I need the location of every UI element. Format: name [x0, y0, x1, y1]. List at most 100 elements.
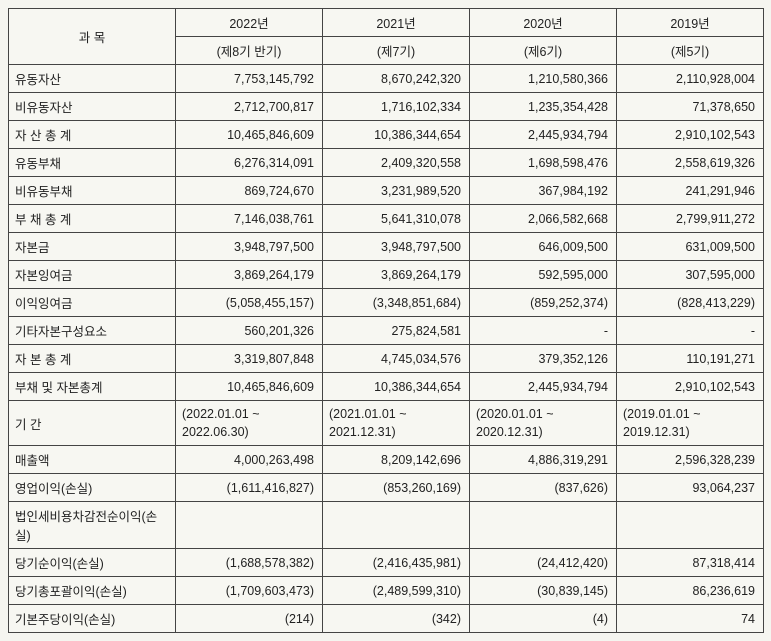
- table-row: 당기총포괄이익(손실)(1,709,603,473)(2,489,599,310…: [9, 577, 764, 605]
- row-label: 당기총포괄이익(손실): [9, 577, 176, 605]
- row-label: 매출액: [9, 446, 176, 474]
- period-cell: (2021.01.01 ~ 2021.12.31): [323, 401, 470, 446]
- value-cell: 6,276,314,091: [176, 149, 323, 177]
- value-cell: -: [470, 317, 617, 345]
- value-cell: 1,716,102,334: [323, 93, 470, 121]
- table-row: 법인세비용차감전순이익(손실): [9, 502, 764, 549]
- value-cell: 241,291,946: [617, 177, 764, 205]
- value-cell: 87,318,414: [617, 549, 764, 577]
- value-cell: 1,698,598,476: [470, 149, 617, 177]
- value-cell: 93,064,237: [617, 474, 764, 502]
- value-cell: [470, 502, 617, 549]
- value-cell: 2,445,934,794: [470, 373, 617, 401]
- value-cell: 2,110,928,004: [617, 65, 764, 93]
- period-cell: (2019.01.01 ~ 2019.12.31): [617, 401, 764, 446]
- table-row: 영업이익(손실)(1,611,416,827)(853,260,169)(837…: [9, 474, 764, 502]
- value-cell: 71,378,650: [617, 93, 764, 121]
- row-label: 당기순이익(손실): [9, 549, 176, 577]
- value-cell: (5,058,455,157): [176, 289, 323, 317]
- row-label: 기본주당이익(손실): [9, 605, 176, 633]
- value-cell: (24,412,420): [470, 549, 617, 577]
- table-row: 기타자본구성요소560,201,326275,824,581--: [9, 317, 764, 345]
- row-label: 부 채 총 계: [9, 205, 176, 233]
- table-row: 비유동자산2,712,700,8171,716,102,3341,235,354…: [9, 93, 764, 121]
- row-label: 비유동부채: [9, 177, 176, 205]
- value-cell: 10,465,846,609: [176, 121, 323, 149]
- value-cell: [176, 502, 323, 549]
- value-cell: 2,558,619,326: [617, 149, 764, 177]
- value-cell: (342): [323, 605, 470, 633]
- row-label: 유동부채: [9, 149, 176, 177]
- value-cell: 869,724,670: [176, 177, 323, 205]
- value-cell: 1,210,580,366: [470, 65, 617, 93]
- value-cell: 3,869,264,179: [323, 261, 470, 289]
- table-row: 부 채 총 계7,146,038,7615,641,310,0782,066,5…: [9, 205, 764, 233]
- header-rowlabel: 과 목: [9, 9, 176, 65]
- value-cell: [617, 502, 764, 549]
- table-row: 당기순이익(손실)(1,688,578,382)(2,416,435,981)(…: [9, 549, 764, 577]
- row-label: 법인세비용차감전순이익(손실): [9, 502, 176, 549]
- row-label: 부채 및 자본총계: [9, 373, 176, 401]
- value-cell: 8,209,142,696: [323, 446, 470, 474]
- table-row: 자본금3,948,797,5003,948,797,500646,009,500…: [9, 233, 764, 261]
- value-cell: 2,910,102,543: [617, 373, 764, 401]
- value-cell: 7,753,145,792: [176, 65, 323, 93]
- value-cell: (30,839,145): [470, 577, 617, 605]
- table-row: 이익잉여금(5,058,455,157)(3,348,851,684)(859,…: [9, 289, 764, 317]
- header-year-0: 2022년: [176, 9, 323, 37]
- value-cell: 2,712,700,817: [176, 93, 323, 121]
- value-cell: 10,465,846,609: [176, 373, 323, 401]
- value-cell: 2,910,102,543: [617, 121, 764, 149]
- row-label: 유동자산: [9, 65, 176, 93]
- value-cell: (1,709,603,473): [176, 577, 323, 605]
- row-label: 기 간: [9, 401, 176, 446]
- row-label: 자 본 총 계: [9, 345, 176, 373]
- header-period-2: (제6기): [470, 37, 617, 65]
- table-body: 유동자산7,753,145,7928,670,242,3201,210,580,…: [9, 65, 764, 633]
- header-year-3: 2019년: [617, 9, 764, 37]
- value-cell: 5,641,310,078: [323, 205, 470, 233]
- value-cell: 3,948,797,500: [323, 233, 470, 261]
- value-cell: 2,066,582,668: [470, 205, 617, 233]
- value-cell: (1,611,416,827): [176, 474, 323, 502]
- value-cell: (2,416,435,981): [323, 549, 470, 577]
- value-cell: 110,191,271: [617, 345, 764, 373]
- value-cell: 7,146,038,761: [176, 205, 323, 233]
- header-year-1: 2021년: [323, 9, 470, 37]
- row-label: 자 산 총 계: [9, 121, 176, 149]
- row-label: 이익잉여금: [9, 289, 176, 317]
- value-cell: 8,670,242,320: [323, 65, 470, 93]
- value-cell: 646,009,500: [470, 233, 617, 261]
- value-cell: (4): [470, 605, 617, 633]
- value-cell: 1,235,354,428: [470, 93, 617, 121]
- value-cell: 3,319,807,848: [176, 345, 323, 373]
- table-row: 자본잉여금3,869,264,1793,869,264,179592,595,0…: [9, 261, 764, 289]
- value-cell: 631,009,500: [617, 233, 764, 261]
- table-row: 기 간(2022.01.01 ~ 2022.06.30)(2021.01.01 …: [9, 401, 764, 446]
- period-cell: (2022.01.01 ~ 2022.06.30): [176, 401, 323, 446]
- value-cell: 307,595,000: [617, 261, 764, 289]
- table-row: 비유동부채869,724,6703,231,989,520367,984,192…: [9, 177, 764, 205]
- value-cell: (214): [176, 605, 323, 633]
- value-cell: (859,252,374): [470, 289, 617, 317]
- value-cell: 74: [617, 605, 764, 633]
- value-cell: (853,260,169): [323, 474, 470, 502]
- value-cell: [323, 502, 470, 549]
- period-cell: (2020.01.01 ~ 2020.12.31): [470, 401, 617, 446]
- value-cell: 2,596,328,239: [617, 446, 764, 474]
- value-cell: (3,348,851,684): [323, 289, 470, 317]
- value-cell: 10,386,344,654: [323, 121, 470, 149]
- value-cell: 275,824,581: [323, 317, 470, 345]
- value-cell: 2,799,911,272: [617, 205, 764, 233]
- table-row: 매출액4,000,263,4988,209,142,6964,886,319,2…: [9, 446, 764, 474]
- row-label: 자본금: [9, 233, 176, 261]
- value-cell: 379,352,126: [470, 345, 617, 373]
- value-cell: (1,688,578,382): [176, 549, 323, 577]
- table-row: 자 산 총 계10,465,846,60910,386,344,6542,445…: [9, 121, 764, 149]
- table-row: 자 본 총 계3,319,807,8484,745,034,576379,352…: [9, 345, 764, 373]
- value-cell: (828,413,229): [617, 289, 764, 317]
- value-cell: 10,386,344,654: [323, 373, 470, 401]
- value-cell: 592,595,000: [470, 261, 617, 289]
- header-period-1: (제7기): [323, 37, 470, 65]
- header-period-0: (제8기 반기): [176, 37, 323, 65]
